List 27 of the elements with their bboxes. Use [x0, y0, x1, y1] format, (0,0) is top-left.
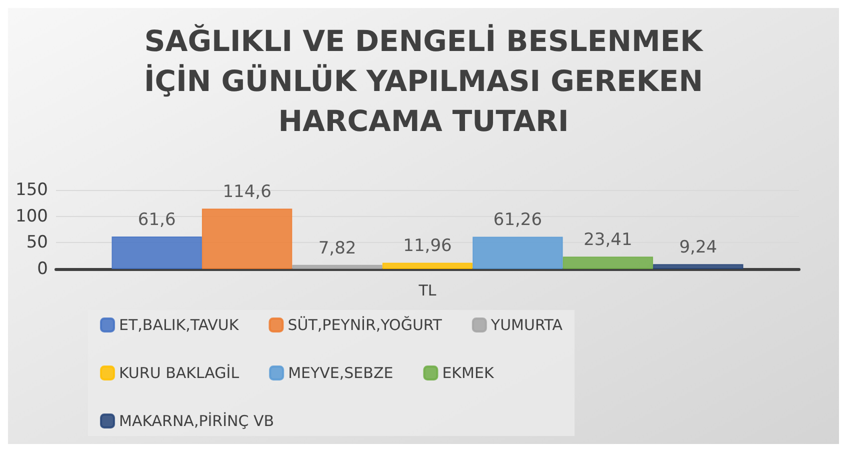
data-label: 11,96: [403, 236, 452, 256]
bar: [292, 264, 382, 269]
legend-label: EKMEK: [442, 364, 495, 382]
data-label: 61,26: [493, 210, 542, 230]
data-label: 23,41: [584, 230, 632, 250]
data-label: 61,6: [138, 210, 176, 230]
y-tick-label: 150: [16, 180, 48, 200]
legend-label: SÜT,PEYNİR,YOĞURT: [288, 316, 443, 334]
chart-title: SAĞLIKLI VE DENGELİ BESLENMEK İÇİN GÜNLÜK YAPILMASI GEREKEN HARCAMA TUTARI: [144, 24, 704, 138]
data-label: 9,24: [679, 238, 718, 258]
legend-label: KURU BAKLAGİL: [119, 364, 240, 382]
legend-label: MAKARNA,PİRİNÇ VB: [119, 412, 274, 430]
y-tick-label: 0: [37, 259, 48, 279]
legend-label: ET,BALIK,TAVUK: [119, 316, 240, 334]
y-tick-label: 50: [26, 232, 48, 253]
x-tick-label: TL: [418, 282, 437, 300]
y-tick-label: 100: [16, 206, 48, 226]
data-label: 7,82: [318, 238, 356, 258]
bar: [202, 208, 292, 269]
bar: [472, 236, 563, 269]
bar: [562, 256, 654, 269]
legend-label: YUMURTA: [490, 316, 564, 334]
bar: [653, 264, 744, 269]
bar: [382, 262, 473, 269]
legend-label: MEYVE,SEBZE: [288, 364, 394, 382]
bar: [112, 236, 202, 269]
data-label: 114,6: [222, 182, 272, 202]
